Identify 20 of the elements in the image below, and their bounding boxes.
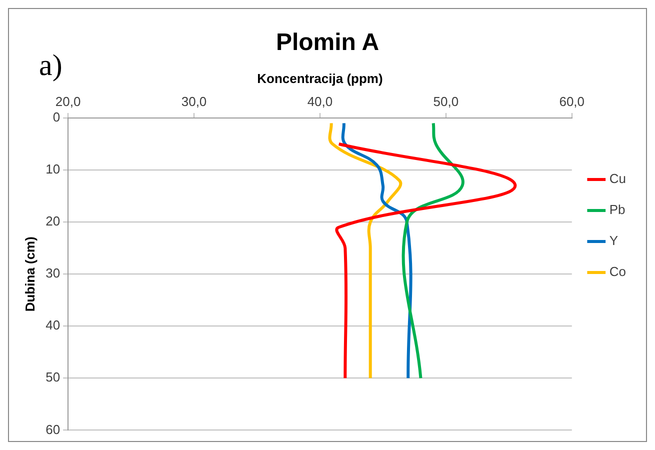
y-tick-label: 20 [46,214,60,229]
x-axis-title: Koncentracija (ppm) [257,71,383,86]
x-tick-label: 50,0 [433,94,459,109]
x-tick-label: 20,0 [55,94,81,109]
legend-label: Pb [609,202,626,218]
x-tick-label: 40,0 [307,94,333,109]
y-tick-label: 10 [46,162,60,177]
y-axis-title: Dubina (cm) [22,236,38,312]
y-tick-label: 40 [46,318,60,333]
x-tick-label: 30,0 [181,94,207,109]
y-tick-label: 60 [46,422,60,437]
legend-label: Co [609,264,626,280]
y-tick-label: 0 [52,110,60,125]
legend-label: Cu [609,171,626,186]
chart-title: Plomin A [276,29,380,56]
legend-label: Y [609,233,618,248]
y-tick-label: 50 [46,370,60,385]
x-tick-label: 60,0 [559,94,585,109]
y-tick-label: 30 [46,266,60,281]
text: a) [39,49,62,83]
